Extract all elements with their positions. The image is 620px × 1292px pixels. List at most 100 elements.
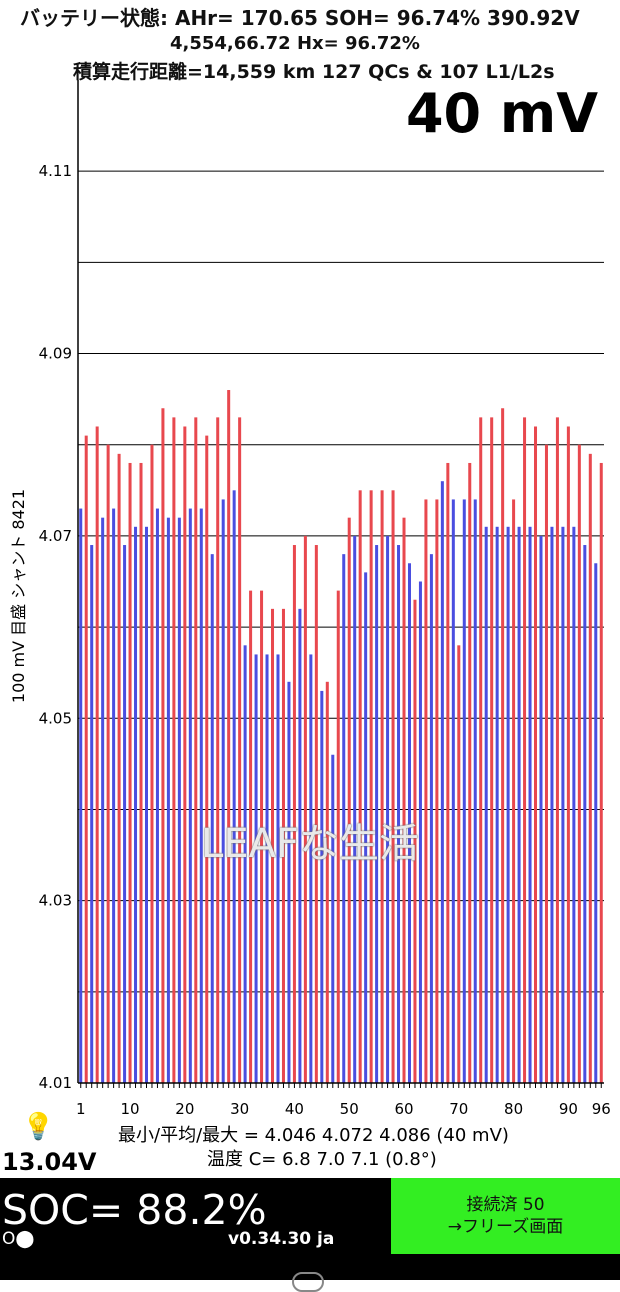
cell-bar [495, 526, 499, 1083]
cell-bar [177, 517, 181, 1083]
cell-bar [123, 545, 127, 1083]
cell-bar [232, 490, 236, 1083]
cell-bar [501, 408, 505, 1084]
status-indicator: O⬤ [2, 1229, 35, 1249]
cell-bar [429, 554, 433, 1083]
home-button-icon[interactable] [292, 1272, 324, 1292]
x-tick-label: 30 [230, 1100, 249, 1118]
y-tick-label: 4.09 [39, 345, 72, 363]
cell-bar [155, 508, 159, 1083]
cell-bar [479, 417, 483, 1083]
cell-bar [95, 426, 99, 1083]
cell-bar [517, 526, 521, 1083]
x-tick-label: 80 [504, 1100, 523, 1118]
odometer-line: 積算走行距離=14,559 km 127 QCs & 107 L1/L2s [73, 61, 555, 83]
cell-bar [572, 526, 576, 1083]
cell-bar [539, 535, 543, 1083]
cell-bar [128, 462, 132, 1083]
cell-bar [446, 462, 450, 1083]
cell-bar [347, 517, 351, 1083]
cell-bar [205, 435, 209, 1083]
cell-bar [112, 508, 116, 1083]
cell-bar [424, 499, 428, 1083]
cell-bar [303, 535, 307, 1083]
cell-bar [407, 563, 411, 1083]
x-tick-label: 96 [592, 1100, 611, 1118]
cell-bar [369, 490, 373, 1083]
lightbulb-icon[interactable]: 💡 [22, 1112, 55, 1142]
x-tick-label: 40 [285, 1100, 304, 1118]
health-line: 4,554,66.72 Hx= 96.72% [170, 33, 420, 54]
connection-freeze-button[interactable]: 接続済 50 →フリーズ画面 [391, 1178, 620, 1254]
cell-bar [484, 526, 488, 1083]
battery-status-line: バッテリー状態: AHr= 170.65 SOH= 96.74% 390.92V [20, 6, 580, 30]
cell-bar [588, 453, 592, 1083]
cell-bar [309, 654, 313, 1083]
cell-delta-label: 40 mV [405, 82, 598, 145]
connection-status-label: 接続済 50 [466, 1195, 545, 1215]
cell-bar [243, 645, 247, 1083]
cell-bar [325, 681, 329, 1083]
cell-bar [561, 526, 565, 1083]
cell-bar [594, 563, 598, 1083]
cell-bar [523, 417, 527, 1083]
cell-bar [457, 645, 461, 1083]
cell-bar [210, 554, 214, 1083]
temperature-stats: 温度 C= 6.8 7.0 7.1 (0.8°) [207, 1149, 437, 1170]
cell-bar [462, 499, 466, 1083]
cell-bar [314, 545, 318, 1083]
cell-bar [281, 608, 285, 1083]
cell-bar [413, 599, 417, 1083]
cell-bar [555, 417, 559, 1083]
cell-bar [183, 426, 187, 1083]
x-tick-label: 70 [449, 1100, 468, 1118]
cell-bar [534, 426, 538, 1083]
x-tick-label: 50 [340, 1100, 359, 1118]
cell-bar [375, 545, 379, 1083]
cell-bar [473, 499, 477, 1083]
cell-bar [577, 444, 581, 1083]
cell-bar [216, 417, 220, 1083]
cell-voltage-chart: 4.11 4.09 4.07 4.05 4.03 4.011 10 20 30 40 50 60 70 8… [39, 80, 611, 1118]
watermark: LEAFな生活 [201, 821, 419, 867]
cell-bar [544, 444, 548, 1083]
y-axis-label: 100 mV 目盛 シャント 8421 [9, 488, 28, 704]
cell-bar [276, 654, 280, 1083]
cell-bar [166, 517, 170, 1083]
cell-bar [254, 654, 258, 1083]
y-tick-label: 4.07 [39, 527, 72, 545]
cell-bar [84, 435, 88, 1083]
cell-bar [265, 654, 269, 1083]
cell-bar [227, 390, 231, 1083]
cell-bar [298, 608, 302, 1083]
cell-bar [221, 499, 225, 1083]
cell-bar [320, 690, 324, 1083]
cell-bar [144, 526, 148, 1083]
cell-bar [391, 490, 395, 1083]
x-tick-label: 90 [559, 1100, 578, 1118]
system-nav-bar [0, 1258, 620, 1280]
cell-bar [117, 453, 121, 1083]
cell-bar [364, 572, 368, 1083]
cell-bar [90, 545, 94, 1083]
cell-bar [260, 590, 264, 1083]
freeze-screen-label: →フリーズ画面 [447, 1217, 564, 1237]
cell-bar [238, 417, 242, 1083]
cell-bar [271, 608, 275, 1083]
cell-bar [380, 490, 384, 1083]
cell-bar [468, 462, 472, 1083]
cell-bar [249, 590, 253, 1083]
cell-bar [435, 499, 439, 1083]
y-tick-label: 4.01 [39, 1074, 72, 1092]
cell-bar [292, 545, 296, 1083]
x-tick-label: 60 [394, 1100, 413, 1118]
cell-bar [199, 508, 203, 1083]
cell-bar [161, 408, 165, 1084]
cell-bar [134, 526, 138, 1083]
cell-bar [139, 462, 143, 1083]
cell-bar [528, 526, 532, 1083]
cell-bar [402, 517, 406, 1083]
soc-readout: SOC= 88.2% [2, 1186, 267, 1234]
cell-bar [79, 508, 83, 1083]
cell-bar [358, 490, 362, 1083]
